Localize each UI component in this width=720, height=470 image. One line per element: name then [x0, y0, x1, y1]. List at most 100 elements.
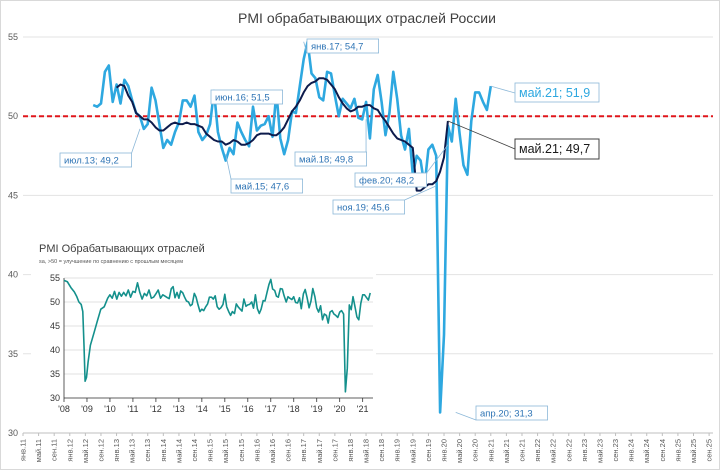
callout-box [230, 178, 303, 194]
y-tick-label: 40 [8, 270, 18, 280]
x-tick-label: сен.17 [330, 439, 339, 462]
inset-x-tick-label: '21 [357, 404, 369, 414]
x-tick-label: май.13 [128, 439, 137, 463]
y-tick-label: 45 [8, 190, 18, 200]
x-tick-label: сен.11 [50, 439, 59, 461]
callout-label: май.18; 49,8 [299, 155, 353, 166]
x-tick-label: янв.22 [533, 439, 542, 462]
x-tick-label: сен.21 [517, 439, 526, 462]
x-tick-label: янв.12 [65, 439, 74, 462]
callout-label: июн.16; 51,5 [215, 93, 270, 104]
x-tick-label: сен.24 [658, 439, 667, 462]
callout-box [306, 38, 379, 54]
callout-leader [447, 120, 516, 150]
callout-leader [303, 41, 308, 54]
x-tick-label: янв.21 [486, 439, 495, 462]
x-tick-label: сен.12 [96, 439, 105, 462]
last-value-label: май.21; 51,9 [519, 86, 590, 100]
callout-box [294, 151, 367, 167]
x-tick-label: сен.22 [564, 439, 573, 462]
x-tick-label: май.18 [362, 439, 371, 463]
x-tick-label: сен.19 [424, 439, 433, 462]
inset-subtitle: sa, >50 = улучшение по сравнению с прошл… [39, 259, 183, 265]
inset-pmi-chart: PMI Обрабатывающих отраслей sa, >50 = ул… [39, 243, 373, 414]
x-tick-label: май.14 [174, 439, 183, 463]
chart-title: PMI обрабатывающих отраслей России [238, 10, 496, 26]
x-tick-label: янв.23 [580, 439, 589, 462]
inset-x-tick-label: '19 [311, 404, 323, 414]
inset-y-tick-label: 30 [50, 393, 60, 403]
x-tick-label: сен.20 [471, 439, 480, 462]
callout-label: май.15; 47,6 [235, 182, 289, 193]
annotations: июл.13; 49,2 май.15; 47,6 июн.16; 51,5 янв.… [59, 38, 600, 421]
x-tick-label: сен.14 [190, 439, 199, 462]
inset-axes: 30 35 40 45 50 55 '08 '09 '10 '11 '12 '13 '14 '15 '16 '… [50, 273, 373, 414]
x-tick-label: май.20 [455, 439, 464, 463]
callout-box [332, 199, 405, 215]
callout-leader [426, 144, 449, 174]
inset-x-tick-label: '10 [104, 404, 116, 414]
inset-x-tick-label: '08 [58, 404, 70, 414]
x-tick-label: сен.18 [377, 439, 386, 462]
x-tick-label: янв.11 [19, 439, 28, 461]
inset-x-tick-label: '20 [334, 404, 346, 414]
inset-x-tick-label: '16 [242, 404, 254, 414]
inset-chart-panel: PMI Обрабатывающих отраслей sa, >50 = ул… [31, 234, 376, 419]
x-tick-label: май.11 [34, 439, 43, 462]
x-tick-label: май.12 [81, 439, 90, 463]
pmi-smoothed-line [115, 77, 449, 192]
callout-leader [455, 412, 477, 421]
x-tick-label: сен.23 [611, 439, 620, 462]
inset-y-tick-label: 50 [50, 297, 60, 307]
x-tick-label: май.24 [642, 439, 651, 463]
x-tick-label: янв.25 [673, 439, 682, 462]
x-tick-label: янв.16 [252, 439, 261, 462]
x-tick-label: янв.13 [112, 439, 121, 462]
callout-leader [131, 128, 141, 154]
x-tick-label: май.16 [268, 439, 277, 463]
x-tick-label: май.15 [221, 439, 230, 463]
y-tick-label: 55 [8, 32, 18, 42]
inset-title: PMI Обрабатывающих отраслей [39, 243, 205, 255]
x-tick-label: сен.15 [237, 439, 246, 462]
callout-box [514, 138, 600, 160]
y-axis: 30 35 40 45 50 55 [8, 32, 18, 438]
inset-x-tick-label: '15 [219, 404, 231, 414]
callout-label: апр.20; 31,3 [480, 409, 533, 420]
inset-y-tick-label: 35 [50, 369, 60, 379]
y-tick-label: 50 [8, 111, 18, 121]
x-tick-label: май.23 [595, 439, 604, 463]
x-tick-label: янв.20 [440, 439, 449, 462]
inset-x-tick-label: '12 [150, 404, 162, 414]
x-tick-label: сен.16 [284, 439, 293, 462]
callout-box [59, 152, 132, 168]
last-value-label: май.21; 49,7 [519, 142, 590, 156]
callout-label: янв.17; 54,7 [311, 42, 363, 53]
inset-series-group [63, 278, 371, 393]
x-tick-label: май.22 [549, 439, 558, 463]
inset-x-tick-label: '17 [265, 404, 277, 414]
x-tick-label: янв.14 [159, 439, 168, 462]
callout-leader [490, 85, 516, 94]
x-tick-label: янв.17 [299, 439, 308, 462]
y-tick-label: 35 [8, 349, 18, 359]
callout-box [475, 405, 548, 421]
callout-leader [404, 185, 437, 201]
inset-y-tick-label: 40 [50, 345, 60, 355]
x-tick-label: май.21 [502, 439, 511, 463]
x-tick-label: сен.25 [705, 439, 714, 462]
x-tick-label: янв.15 [206, 439, 215, 462]
inset-x-tick-label: '09 [81, 404, 93, 414]
y-tick-label: 30 [8, 428, 18, 438]
inset-x-tick-label: '11 [127, 404, 138, 414]
inset-y-tick-label: 55 [50, 273, 60, 283]
x-axis: янв.11 май.11 сен.11 янв.12 май.12 сен.12 янв.… [19, 433, 714, 463]
inset-x-tick-label: '13 [173, 404, 185, 414]
x-tick-label: янв.18 [346, 439, 355, 462]
x-tick-label: май.19 [408, 439, 417, 463]
callout-box [210, 89, 283, 105]
callout-label: фев.20; 48,2 [359, 176, 414, 187]
callout-box [354, 172, 427, 188]
